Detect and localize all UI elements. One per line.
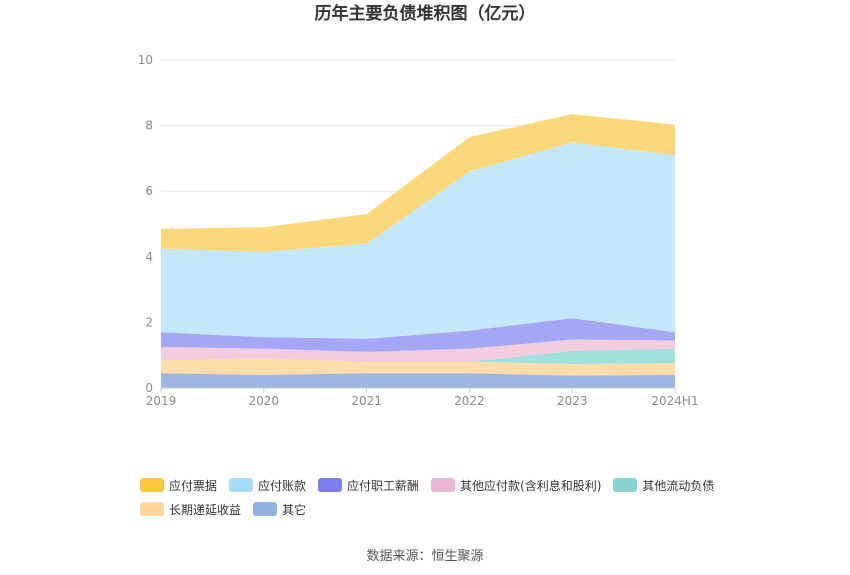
legend-row: 应付票据 应付账款 应付职工薪酬 其他应付款(含利息和股利) 其他流动负债 bbox=[140, 473, 780, 497]
legend-label: 应付票据 bbox=[169, 478, 218, 493]
legend-label: 其他流动负债 bbox=[642, 478, 715, 493]
legend-swatch bbox=[318, 478, 343, 492]
legend-swatch bbox=[253, 502, 278, 516]
legend-swatch bbox=[140, 478, 164, 492]
area-series-0 bbox=[161, 373, 675, 388]
y-tick-label: 10 bbox=[138, 53, 153, 67]
legend-item[interactable]: 其它 bbox=[253, 501, 306, 518]
chart-legend: 应付票据 应付账款 应付职工薪酬 其他应付款(含利息和股利) 其他流动负债长期递延收益 其… bbox=[140, 473, 780, 521]
legend-item[interactable]: 长期递延收益 bbox=[140, 501, 241, 518]
y-tick-label: 2 bbox=[145, 315, 153, 329]
area-series-3 bbox=[161, 339, 675, 362]
x-tick-label: 2022 bbox=[454, 394, 485, 408]
y-tick-label: 4 bbox=[145, 250, 153, 264]
y-tick-label: 8 bbox=[145, 119, 153, 133]
legend-row: 长期递延收益 其它 bbox=[140, 497, 780, 521]
area-series-5 bbox=[161, 142, 675, 339]
area-series-2 bbox=[161, 348, 675, 365]
data-source-note: 数据来源：恒生聚源 bbox=[366, 549, 484, 564]
legend-label: 应付职工薪酬 bbox=[347, 478, 420, 493]
legend-item[interactable]: 应付票据 bbox=[140, 477, 217, 494]
legend-item[interactable]: 应付账款 bbox=[229, 477, 306, 494]
y-tick-label: 0 bbox=[145, 381, 153, 395]
area-series-6 bbox=[161, 114, 675, 252]
legend-label: 长期递延收益 bbox=[169, 502, 242, 517]
legend-item[interactable]: 应付职工薪酬 bbox=[318, 477, 419, 494]
legend-swatch bbox=[431, 478, 456, 492]
legend-label: 其它 bbox=[282, 502, 307, 517]
area-series-4 bbox=[161, 318, 675, 352]
legend-item[interactable]: 其他应付款(含利息和股利) bbox=[431, 477, 601, 494]
x-tick-label: 2021 bbox=[351, 394, 382, 408]
area-series-1 bbox=[161, 358, 675, 376]
legend-swatch bbox=[140, 502, 164, 516]
legend-label: 其他应付款(含利息和股利) bbox=[460, 478, 602, 493]
legend-item[interactable]: 其他流动负债 bbox=[613, 477, 714, 494]
chart-title: 历年主要负债堆积图（亿元） bbox=[314, 4, 536, 24]
legend-swatch bbox=[229, 478, 254, 492]
x-tick-label: 2024H1 bbox=[651, 394, 698, 408]
y-tick-label: 6 bbox=[145, 184, 153, 198]
legend-label: 应付账款 bbox=[258, 478, 307, 493]
x-tick-label: 2020 bbox=[249, 394, 280, 408]
x-tick-label: 2019 bbox=[146, 394, 177, 408]
stacked-area-chart: 0 2 4 6 8 10 2019 2020 2021 2022 2023 2024H1 bbox=[138, 53, 699, 408]
legend-swatch bbox=[613, 478, 638, 492]
x-tick-label: 2023 bbox=[557, 394, 588, 408]
